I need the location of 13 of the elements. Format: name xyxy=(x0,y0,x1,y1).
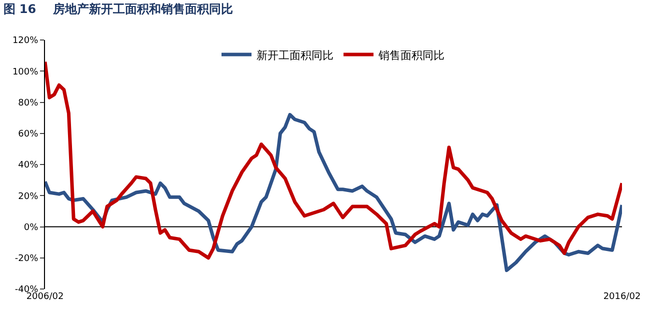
legend-label: 新开工面积同比 xyxy=(256,48,334,62)
y-tick-label: 0% xyxy=(24,222,39,233)
x-tick-label: 2016/02 xyxy=(603,292,641,302)
y-tick-label: 100% xyxy=(12,67,39,78)
legend-label: 销售面积同比 xyxy=(378,48,444,62)
y-tick-label: -20% xyxy=(14,254,39,264)
chart-title: 图 16 房地产新开工面积和销售面积同比 xyxy=(3,2,233,16)
y-tick-label: 20% xyxy=(18,192,39,202)
y-tick-label: 120% xyxy=(12,36,39,46)
line-series xyxy=(45,60,622,260)
y-tick-label: 80% xyxy=(18,98,39,108)
y-tick-label: 60% xyxy=(18,130,39,140)
y-tick-label: 40% xyxy=(18,160,39,171)
